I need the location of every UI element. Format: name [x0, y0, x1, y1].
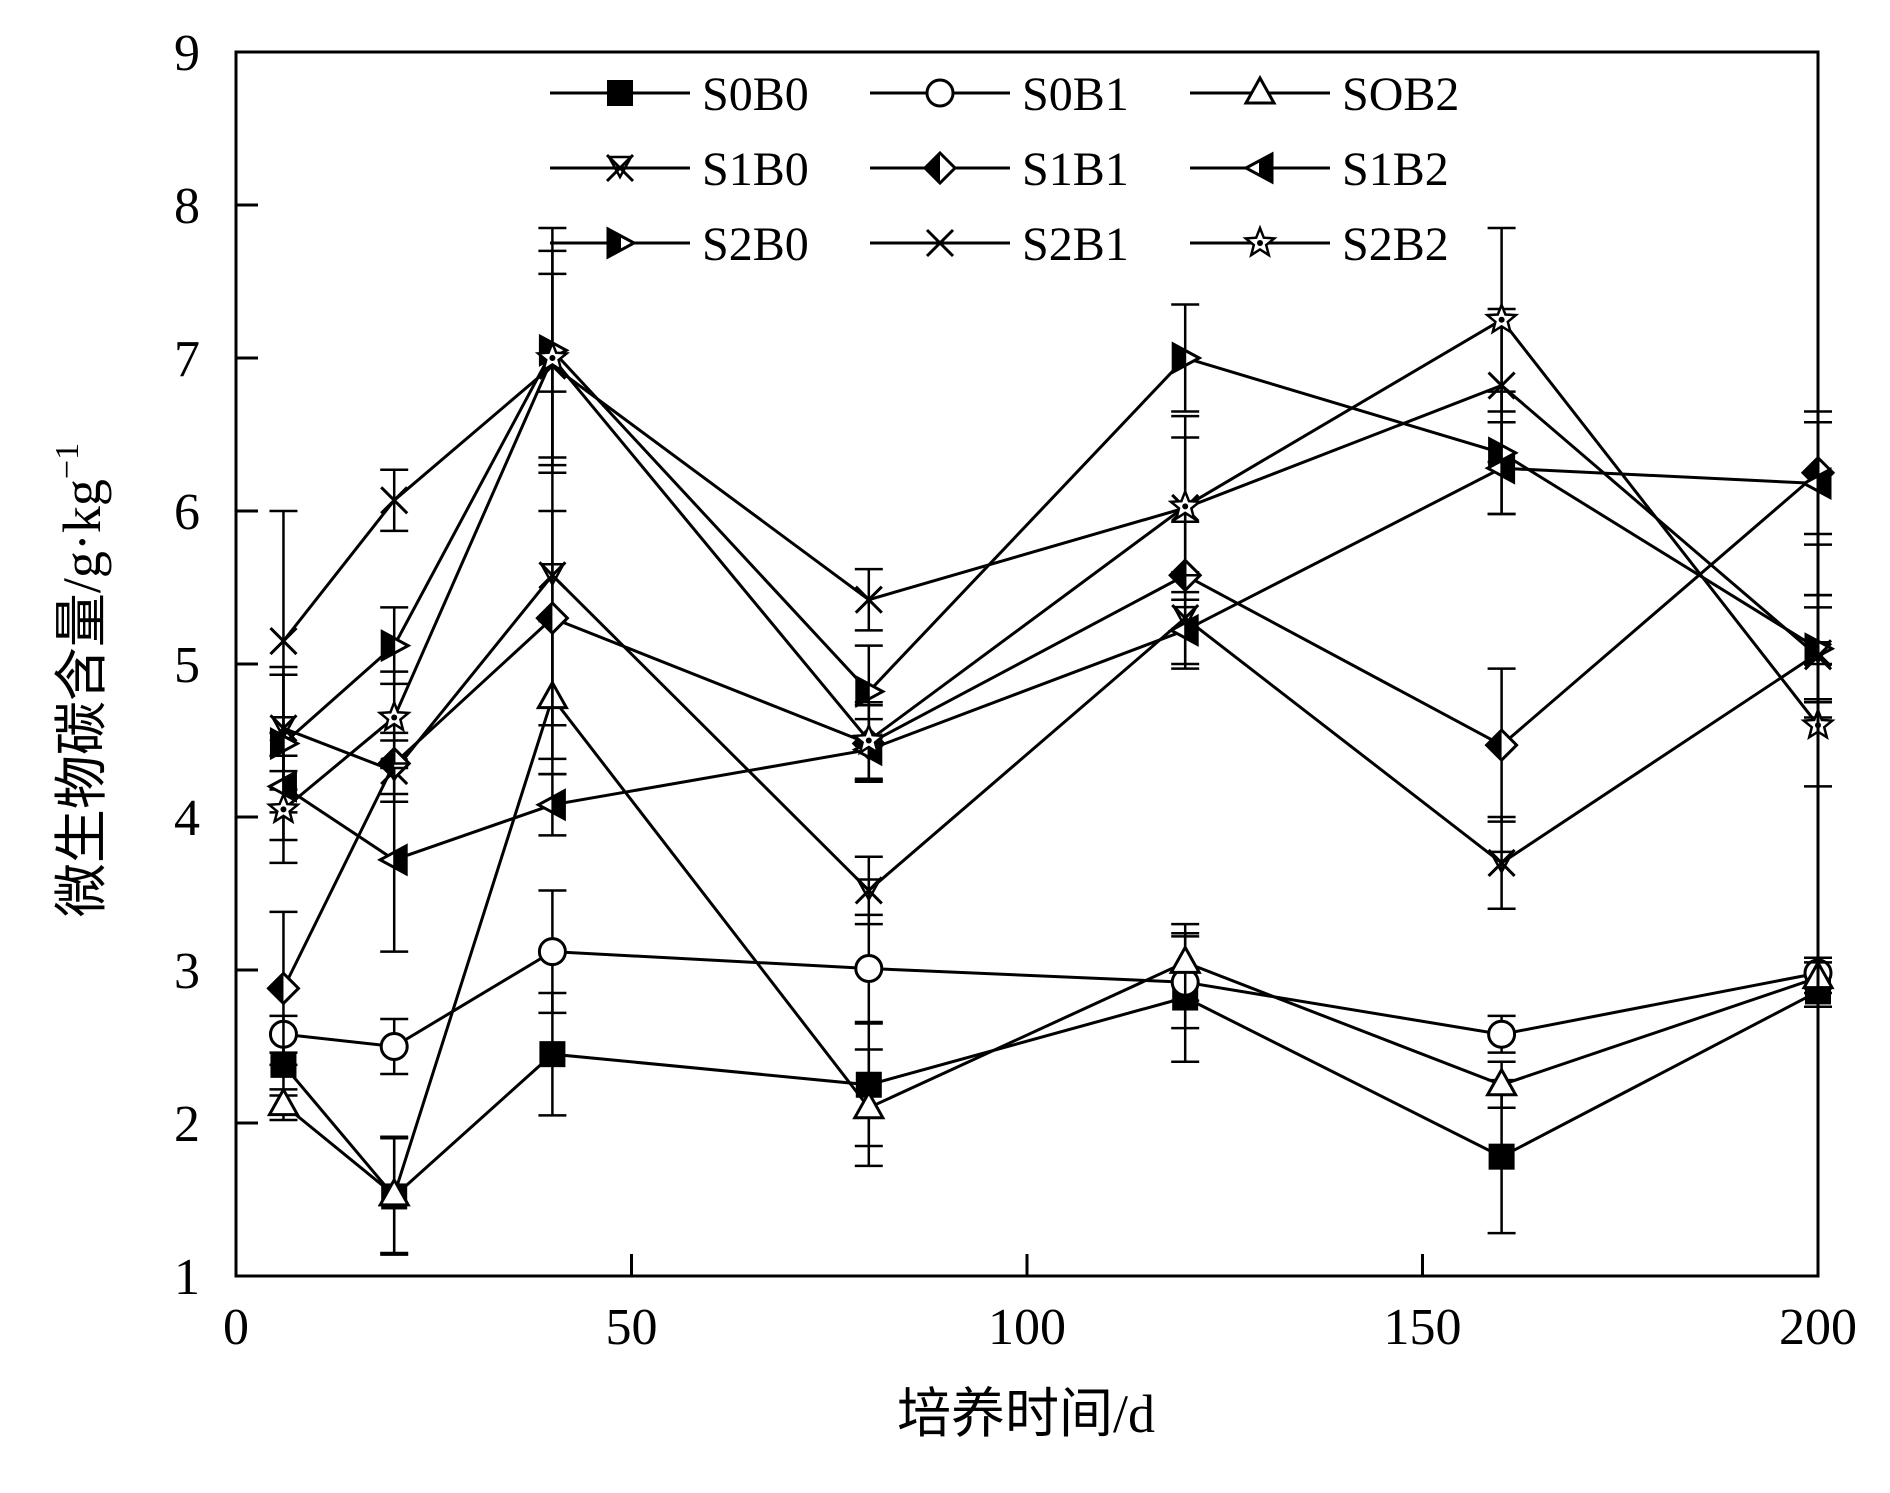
legend-item-S2B0: S2B0 — [550, 218, 809, 271]
legend-label: S2B2 — [1342, 218, 1449, 271]
data-point — [266, 971, 301, 1006]
legend-marker — [605, 153, 635, 183]
legend-marker — [922, 150, 958, 186]
x-tick-label: 100 — [988, 1299, 1066, 1356]
data-point — [851, 722, 887, 756]
series-layer — [265, 226, 1836, 1256]
legend-item-S1B0: S1B0 — [550, 143, 809, 196]
axes-layer: 0 50 100 150 200 1 2 3 4 5 6 7 8 9 — [174, 25, 1857, 1356]
series-S2B0 — [269, 226, 1836, 814]
y-tick-label: 3 — [174, 943, 200, 1000]
series-S2B1 — [269, 272, 1833, 773]
series-line — [282, 990, 1819, 1199]
data-point — [380, 486, 409, 515]
y-axis-label: 微生物碳含量/g·kg−1 — [49, 443, 112, 917]
legend-item-S0B1: S0B1 — [870, 68, 1129, 121]
data-point — [377, 1176, 411, 1207]
data-point — [380, 629, 412, 663]
data-point — [539, 1041, 566, 1068]
legend-label: S0B1 — [1022, 68, 1129, 121]
legend-item-S1B2: S1B2 — [1190, 143, 1449, 196]
data-point — [1488, 1143, 1515, 1170]
series-S1B1 — [266, 410, 1836, 1067]
legend-label: S1B0 — [702, 143, 809, 196]
data-point — [377, 843, 408, 877]
data-point — [1168, 944, 1202, 974]
y-axis-label-superscript: −1 — [49, 443, 86, 479]
x-tick-label: 200 — [1779, 1299, 1857, 1356]
data-point — [376, 699, 412, 733]
data-point — [379, 1032, 409, 1061]
legend-item-S1B1: S1B1 — [870, 143, 1129, 196]
legend-marker — [925, 228, 955, 258]
data-point — [1487, 1019, 1517, 1049]
x-tick-label: 50 — [606, 1299, 658, 1356]
data-point — [1487, 848, 1516, 877]
y-tick-label: 7 — [174, 331, 200, 388]
series-S0B1 — [268, 889, 1833, 1076]
legend-item-SOB2: SOB2 — [1190, 68, 1459, 121]
legend-label: S1B2 — [1342, 143, 1449, 196]
legend-marker — [1243, 74, 1277, 105]
legend-label: S1B1 — [1022, 143, 1129, 196]
data-point — [266, 1086, 301, 1117]
data-point — [269, 626, 298, 656]
data-point — [852, 1089, 886, 1120]
series-line — [282, 471, 1819, 990]
x-axis-label: 培养时间/d — [897, 1384, 1155, 1444]
y-tick-label: 9 — [174, 25, 200, 82]
series-line — [282, 317, 1820, 811]
y-tick-label: 6 — [174, 484, 200, 541]
legend: S0B0 S0B1 SOB2 S1B0 S1B1 S1B2 S2B0 S2B1 S2B2 — [550, 68, 1459, 271]
data-point — [1485, 1066, 1519, 1097]
legend-label: S2B1 — [1022, 218, 1129, 271]
x-tick-label: 150 — [1384, 1299, 1462, 1356]
legend-marker — [1242, 224, 1278, 258]
x-tick-label: 0 — [223, 1299, 249, 1356]
series-line — [283, 950, 1819, 1049]
y-tick-label: 4 — [174, 790, 200, 847]
legend-marker — [606, 226, 638, 260]
y-tick-label: 1 — [174, 1249, 200, 1306]
legend-label: SOB2 — [1342, 68, 1459, 121]
data-point — [1167, 487, 1203, 522]
legend-marker — [607, 80, 633, 106]
legend-item-S2B2: S2B2 — [1190, 218, 1449, 271]
data-point — [535, 788, 566, 822]
data-point — [854, 953, 884, 983]
data-point — [265, 791, 301, 825]
y-tick-label: 2 — [174, 1096, 200, 1153]
legend-item-S0B0: S0B0 — [550, 68, 809, 121]
data-point — [1484, 301, 1520, 335]
y-tick-label: 5 — [174, 637, 200, 694]
series-line — [282, 363, 1819, 658]
data-point — [537, 937, 567, 967]
data-point — [1484, 727, 1519, 763]
legend-marker — [1242, 151, 1274, 185]
data-point — [1171, 341, 1203, 375]
series-SOB2 — [266, 619, 1835, 1255]
y-tick-label: 8 — [174, 178, 200, 235]
legend-marker — [925, 78, 955, 108]
y-axis-label-main: 微生物碳含量/g·kg — [52, 479, 112, 917]
data-point — [535, 600, 570, 636]
data-point — [854, 585, 883, 614]
data-point — [1168, 613, 1199, 647]
data-point — [855, 675, 886, 709]
legend-item-S2B1: S2B1 — [870, 218, 1129, 271]
series-line — [282, 694, 1819, 1198]
legend-label: S2B0 — [702, 218, 809, 271]
series-line — [282, 573, 1819, 893]
data-point — [534, 339, 570, 373]
legend-label: S0B0 — [702, 68, 809, 121]
series-line — [282, 466, 1819, 862]
data-point — [854, 876, 883, 905]
